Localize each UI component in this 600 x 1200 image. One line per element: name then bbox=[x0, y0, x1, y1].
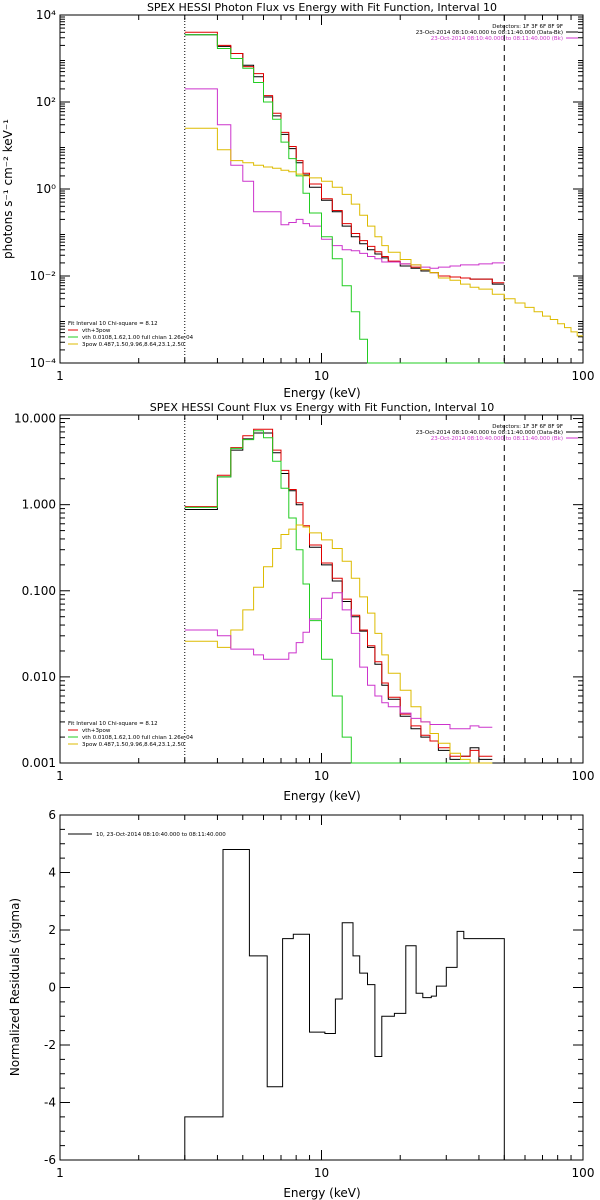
photon-flux-legend-entry: Fit Interval 10 Chi-square = 8.12 bbox=[68, 321, 158, 327]
photon-flux-info-line: 23-Oct-2014 08:10:40.000 to 08:11:40.000… bbox=[416, 30, 563, 36]
count-flux-y-tick-label: 0.001 bbox=[22, 756, 56, 770]
photon-flux-x-tick-label: 100 bbox=[572, 369, 595, 383]
photon-flux-series-3pow bbox=[184, 127, 583, 337]
residuals-y-tick-label: 6 bbox=[48, 808, 56, 822]
count-flux-x-tick-label: 10 bbox=[314, 769, 329, 783]
photon-flux-y-tick-label: 10⁻² bbox=[30, 269, 57, 283]
count-flux-series-vth-3pow bbox=[184, 428, 493, 757]
photon-flux-series-vth bbox=[184, 34, 505, 364]
photon-flux-series-bk bbox=[184, 88, 505, 269]
residuals-y-tick-label: -4 bbox=[44, 1096, 56, 1110]
count-flux-legend-entry: vth 0.0108,1.62,1.00 full chian 1.26e-04 bbox=[82, 735, 194, 741]
photon-flux-x-tick-label: 10 bbox=[314, 369, 329, 383]
photon-flux-y-axis-label: photons s⁻¹ cm⁻² keV⁻¹ bbox=[1, 119, 15, 259]
count-flux-legend-entry: vth+3pow bbox=[82, 728, 111, 734]
count-flux-info-line: 23-Oct-2014 08:10:40.000 to 08:11:40.000… bbox=[416, 430, 563, 436]
photon-flux-y-tick-label: 10⁻⁴ bbox=[30, 356, 57, 370]
count-flux-series-data-bk bbox=[184, 432, 493, 760]
residuals-panel: Energy (keV) Normalized Residuals (sigma… bbox=[8, 808, 594, 1200]
residuals-y-axis-label: Normalized Residuals (sigma) bbox=[8, 898, 22, 1076]
count-flux-title: SPEX HESSI Count Flux vs Energy with Fit… bbox=[150, 401, 494, 414]
residuals-legend-entry: 10, 23-Oct-2014 08:10:40.000 to 08:11:40… bbox=[96, 832, 226, 838]
residuals-y-tick-label: 4 bbox=[48, 866, 56, 880]
photon-flux-x-axis-label: Energy (keV) bbox=[283, 386, 360, 400]
photon-flux-info-line: Detectors: 1F 3F 6F 8F 9F bbox=[492, 24, 563, 30]
photon-flux-legend-entry: vth 0.0108,1.62,1.00 full chian 1.26e-04 bbox=[82, 335, 194, 341]
count-flux-y-tick-label: 10.000 bbox=[14, 412, 56, 426]
residuals-x-tick-label: 1 bbox=[56, 1166, 64, 1180]
residuals-x-tick-label: 10 bbox=[314, 1166, 329, 1180]
count-flux-y-tick-label: 0.010 bbox=[22, 670, 56, 684]
photon-flux-legend-entry: vth+3pow bbox=[82, 328, 111, 334]
residuals-x-axis-label: Energy (keV) bbox=[283, 1186, 360, 1200]
photon-flux-series-data-bk bbox=[184, 34, 505, 285]
residuals-y-tick-label: 0 bbox=[48, 981, 56, 995]
count-flux-legend-entry: Fit Interval 10 Chi-square = 8.12 bbox=[68, 721, 158, 727]
photon-flux-title: SPEX HESSI Photon Flux vs Energy with Fi… bbox=[147, 1, 497, 14]
count-flux-panel: SPEX HESSI Count Flux vs Energy with Fit… bbox=[14, 401, 594, 803]
residuals-y-tick-label: -6 bbox=[44, 1153, 56, 1167]
count-flux-y-tick-label: 1.000 bbox=[22, 498, 56, 512]
photon-flux-y-tick-label: 10⁴ bbox=[36, 8, 56, 22]
residuals-x-tick-label: 100 bbox=[572, 1166, 595, 1180]
residuals-y-tick-label: 2 bbox=[48, 923, 56, 937]
photon-flux-info-line: 23-Oct-2014 08:10:40.000 to 08:11:40.000… bbox=[431, 36, 563, 42]
photon-flux-panel: SPEX HESSI Photon Flux vs Energy with Fi… bbox=[1, 1, 594, 400]
count-flux-info-line: Detectors: 1F 3F 6F 8F 9F bbox=[492, 424, 563, 430]
residuals-y-tick-label: -2 bbox=[44, 1038, 56, 1052]
count-flux-info-line: 23-Oct-2014 08:10:40.000 to 08:11:40.000… bbox=[431, 436, 563, 442]
count-flux-y-tick-label: 0.100 bbox=[22, 584, 56, 598]
residuals-series-residuals bbox=[184, 849, 505, 1160]
count-flux-series-vth bbox=[184, 430, 493, 764]
count-flux-legend-entry: 3pow 0.487,1.50,9.96,8.64,23.1,2.50 bbox=[82, 742, 185, 748]
photon-flux-series-vth-3pow bbox=[184, 31, 505, 284]
count-flux-x-tick-label: 100 bbox=[572, 769, 595, 783]
count-flux-series-3pow bbox=[184, 524, 493, 764]
count-flux-x-axis-label: Energy (keV) bbox=[283, 789, 360, 803]
photon-flux-y-tick-label: 10⁰ bbox=[36, 182, 56, 196]
count-flux-series-bk bbox=[184, 592, 493, 730]
photon-flux-legend-entry: 3pow 0.487,1.50,9.96,8.64,23.1,2.50 bbox=[82, 342, 185, 348]
count-flux-x-tick-label: 1 bbox=[56, 769, 64, 783]
photon-flux-y-tick-label: 10² bbox=[36, 95, 56, 109]
photon-flux-x-tick-label: 1 bbox=[56, 369, 64, 383]
